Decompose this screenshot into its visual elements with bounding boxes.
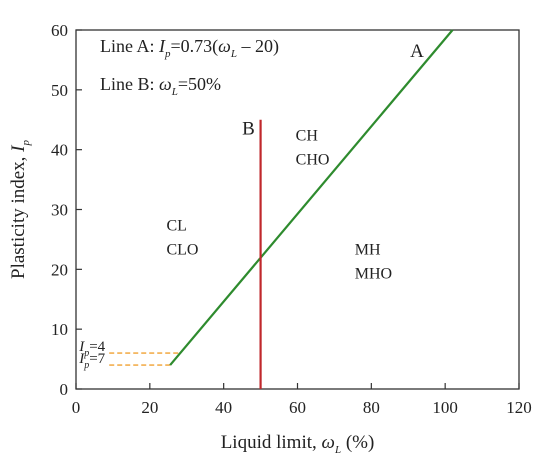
region-label: CHO — [296, 152, 330, 169]
annotations-group: A B CH CHO CL CLO MH MHO — [166, 41, 424, 282]
x-tick-label: 0 — [72, 398, 81, 417]
x-tick-label: 80 — [363, 398, 380, 417]
y-axis-title: Plasticity index, Ip — [8, 139, 32, 279]
y-tick-label: 40 — [51, 141, 68, 160]
x-axis-title: Liquid limit, ωL (%) — [221, 432, 375, 456]
labels-group: Line A: Ip=0.73(ωL – 20) Line B: ωL=50% Li… — [8, 36, 374, 456]
y-tick-label: 60 — [51, 21, 68, 40]
y-tick-label: 30 — [51, 201, 68, 220]
reference-line-label: Ip=7 — [78, 351, 105, 371]
reference-line-label: Ip=4 — [78, 339, 105, 359]
line-label: B — [242, 119, 255, 140]
y-tick-label: 0 — [60, 380, 69, 399]
region-label: CH — [296, 128, 319, 145]
line-b-equation: Line B: ωL=50% — [100, 74, 221, 98]
line-label: A — [410, 41, 424, 62]
x-tick-label: 100 — [432, 398, 458, 417]
region-label: MHO — [355, 265, 392, 282]
series-line-a — [169, 29, 454, 366]
x-tick-label: 60 — [289, 398, 306, 417]
y-tick-label: 20 — [51, 260, 68, 279]
x-tick-label: 40 — [215, 398, 232, 417]
region-label: CL — [166, 217, 186, 234]
reference-lines-group: Ip=4Ip=7 — [78, 339, 180, 371]
x-tick-label: 120 — [506, 398, 532, 417]
region-label: CLO — [166, 241, 198, 258]
y-tick-label: 10 — [51, 320, 68, 339]
series-group — [169, 29, 454, 389]
ticks-group: 0 20 40 60 80 100 120 0 10 20 30 40 50 60 — [51, 21, 532, 417]
y-tick-label: 50 — [51, 81, 68, 100]
region-label: MH — [355, 241, 381, 258]
line-a-equation: Line A: Ip=0.73(ωL – 20) — [100, 36, 279, 60]
x-tick-label: 20 — [141, 398, 158, 417]
